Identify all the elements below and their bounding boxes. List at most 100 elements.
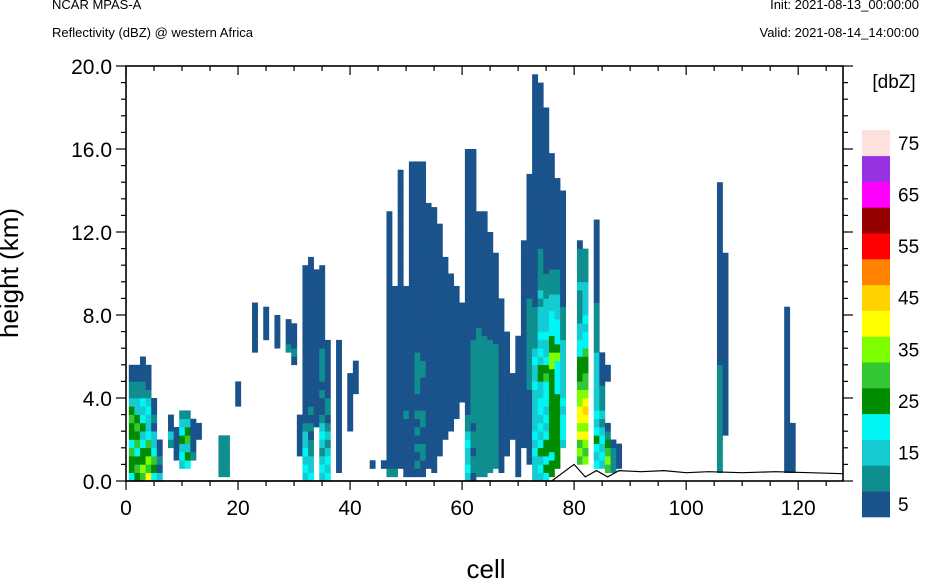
dbz-cell — [436, 356, 443, 366]
dbz-cell — [520, 298, 527, 307]
dbz-cell — [414, 435, 421, 444]
dbz-cell — [532, 256, 539, 266]
dbz-cell — [593, 410, 600, 420]
dbz-cell — [487, 232, 494, 241]
dbz-cell — [319, 389, 326, 399]
dbz-cell — [425, 443, 432, 453]
dbz-cell — [397, 219, 404, 229]
dbz-cell — [582, 315, 589, 324]
dbz-cell — [408, 277, 415, 287]
dbz-cell — [554, 410, 561, 420]
dbz-cell — [604, 373, 611, 382]
dbz-cell — [414, 285, 421, 295]
dbz-cell — [509, 406, 516, 415]
dbz-cell — [431, 273, 438, 283]
dbz-cell — [392, 319, 398, 328]
dbz-cell — [397, 393, 404, 403]
dbz-cell — [599, 460, 606, 469]
dbz-cell — [308, 464, 314, 473]
dbz-cell — [554, 294, 561, 303]
dbz-cell — [722, 393, 729, 403]
dbz-cell — [504, 339, 511, 349]
dbz-cell — [722, 261, 729, 270]
dbz-cell — [543, 240, 550, 249]
dbz-cell — [560, 431, 567, 440]
dbz-cell — [554, 194, 561, 204]
dbz-cell — [252, 319, 258, 328]
dbz-cell — [436, 373, 443, 382]
dbz-cell — [313, 410, 320, 420]
dbz-cell — [476, 294, 482, 303]
dbz-cell — [593, 443, 600, 453]
dbz-cell — [151, 439, 158, 449]
dbz-cell — [324, 414, 331, 424]
dbz-cell — [593, 344, 600, 353]
dbz-cell — [532, 240, 539, 249]
dbz-cell — [425, 202, 432, 212]
dbz-cell — [716, 198, 723, 208]
dbz-cell — [543, 348, 550, 357]
dbz-cell — [576, 406, 583, 415]
dbz-cell — [431, 389, 438, 399]
dbz-cell — [481, 451, 488, 461]
dbz-cell — [336, 398, 342, 407]
dbz-cell — [582, 422, 589, 432]
dbz-cell — [436, 232, 443, 241]
dbz-cell — [487, 414, 494, 424]
dbz-cell — [392, 402, 398, 411]
dbz-cell — [560, 315, 567, 324]
dbz-cell — [716, 232, 723, 241]
dbz-cell — [436, 248, 443, 258]
dbz-cell — [582, 431, 589, 440]
dbz-cell — [453, 285, 460, 295]
colorbar-unit: [dbZ] — [872, 72, 915, 93]
dbz-cell — [156, 447, 163, 457]
dbz-cell — [593, 427, 600, 436]
dbz-cell — [593, 360, 600, 370]
dbz-cell — [336, 381, 342, 390]
dbz-cell — [397, 194, 404, 204]
dbz-cell — [436, 223, 443, 233]
dbz-cell — [313, 402, 320, 411]
colorbar-swatch — [862, 155, 890, 182]
dbz-cell — [537, 149, 544, 158]
dbz-cell — [190, 435, 197, 444]
y-tick-label: 8.0 — [83, 305, 112, 328]
dbz-cell — [543, 464, 550, 473]
dbz-cell — [420, 186, 426, 195]
dbz-cell — [599, 393, 606, 403]
dbz-cell — [347, 422, 354, 432]
dbz-cell — [716, 414, 723, 424]
dbz-cell — [498, 306, 505, 316]
dbz-cell — [308, 256, 314, 266]
dbz-cell — [408, 319, 415, 328]
dbz-cell — [285, 335, 292, 345]
dbz-cell — [425, 327, 432, 337]
dbz-cell — [532, 389, 539, 399]
x-tick-label: 0 — [120, 497, 132, 520]
dbz-cell — [554, 186, 561, 195]
x-axis-label: cell — [466, 554, 505, 580]
dbz-cell — [140, 406, 146, 415]
dbz-cell — [464, 464, 471, 473]
dbz-cell — [481, 335, 488, 345]
dbz-cell — [548, 202, 555, 212]
dbz-cell — [543, 290, 550, 299]
dbz-cell — [319, 381, 326, 390]
dbz-cell — [784, 464, 791, 473]
dbz-cell — [722, 319, 729, 328]
dbz-cell — [302, 265, 309, 274]
dbz-cell — [515, 360, 522, 370]
dbz-cell — [526, 281, 533, 291]
dbz-cell — [408, 219, 415, 229]
dbz-cell — [408, 385, 415, 395]
dbz-cell — [476, 451, 482, 461]
dbz-cell — [498, 389, 505, 399]
dbz-cell — [134, 373, 141, 382]
dbz-cell — [543, 256, 550, 266]
dbz-cell — [593, 335, 600, 345]
dbz-cell — [436, 447, 443, 457]
dbz-cell — [498, 439, 505, 449]
dbz-cell — [599, 368, 606, 378]
dbz-cell — [722, 368, 729, 378]
